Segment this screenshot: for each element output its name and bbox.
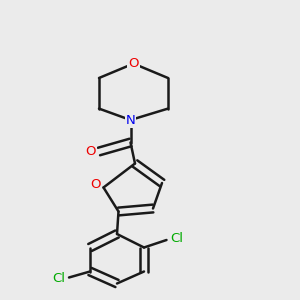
Text: O: O [90,178,100,191]
Text: Cl: Cl [170,232,183,245]
Text: N: N [126,113,135,127]
Text: Cl: Cl [52,272,66,286]
Text: O: O [85,145,96,158]
Text: O: O [128,57,139,70]
